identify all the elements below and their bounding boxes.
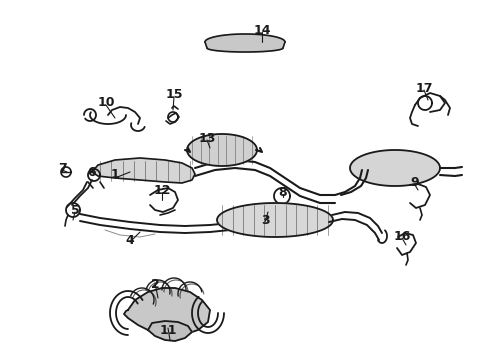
Text: 11: 11 <box>159 324 177 337</box>
Text: 16: 16 <box>393 230 411 243</box>
Text: 7: 7 <box>58 162 66 175</box>
Text: 12: 12 <box>153 184 171 197</box>
Text: 5: 5 <box>71 203 79 216</box>
Text: 15: 15 <box>165 89 183 102</box>
Text: 6: 6 <box>88 166 97 180</box>
Text: 1: 1 <box>111 168 120 181</box>
Text: 2: 2 <box>150 279 159 292</box>
Text: 8: 8 <box>279 185 287 198</box>
Polygon shape <box>148 321 192 341</box>
Polygon shape <box>187 134 257 166</box>
Polygon shape <box>92 158 195 183</box>
Polygon shape <box>350 150 440 186</box>
Polygon shape <box>217 203 333 237</box>
Text: 13: 13 <box>198 131 216 144</box>
Text: 4: 4 <box>125 234 134 247</box>
Polygon shape <box>205 34 285 52</box>
Text: 9: 9 <box>411 176 419 189</box>
Text: 10: 10 <box>97 96 115 109</box>
Polygon shape <box>124 288 210 335</box>
Text: 17: 17 <box>415 81 433 94</box>
Text: 3: 3 <box>261 213 270 226</box>
Text: 14: 14 <box>253 23 271 36</box>
